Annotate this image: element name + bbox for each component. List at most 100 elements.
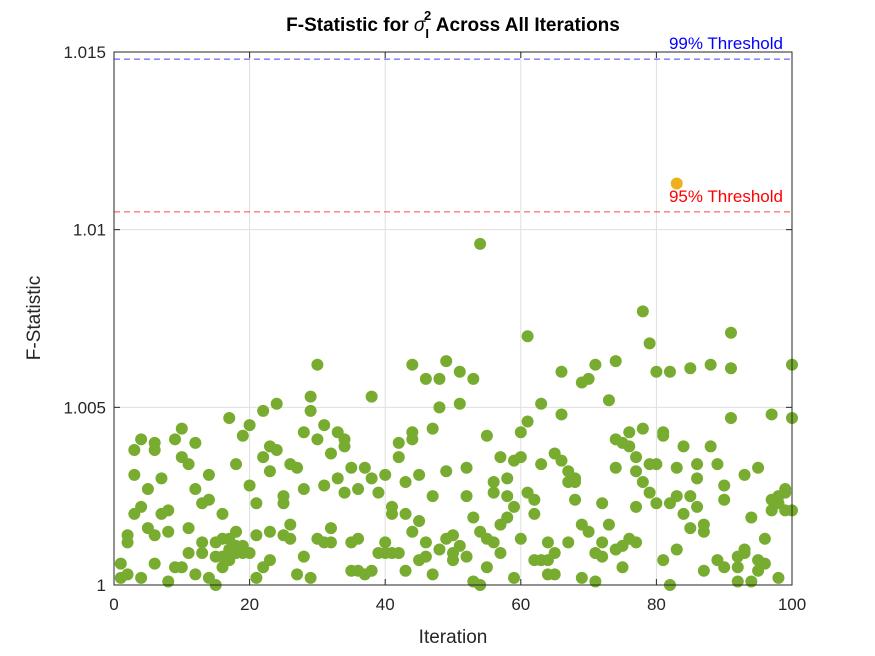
data-point xyxy=(196,547,209,560)
data-point xyxy=(501,472,514,485)
threshold-labels: 95% Threshold 99% Threshold xyxy=(669,34,783,206)
data-point xyxy=(480,429,493,442)
x-tick-label: 80 xyxy=(647,595,666,614)
data-point xyxy=(182,458,195,471)
data-point xyxy=(379,536,392,549)
data-point xyxy=(202,468,215,481)
data-point xyxy=(291,461,304,474)
data-point xyxy=(501,511,514,524)
data-point xyxy=(460,490,473,503)
data-point xyxy=(596,536,609,549)
plot-frame xyxy=(113,51,793,586)
data-point xyxy=(731,561,744,574)
data-points xyxy=(114,177,798,591)
y-tick-label: 1.01 xyxy=(73,221,106,240)
data-point xyxy=(589,358,602,371)
title-symbol: σ xyxy=(414,15,427,36)
data-point xyxy=(657,429,670,442)
data-point xyxy=(636,305,649,318)
data-point xyxy=(670,490,683,503)
data-point xyxy=(718,493,731,506)
data-point xyxy=(697,564,710,577)
data-point xyxy=(514,532,527,545)
x-axis-label: Iteration xyxy=(419,627,488,648)
data-point xyxy=(724,411,737,424)
data-point xyxy=(569,475,582,488)
data-point xyxy=(650,365,663,378)
data-point xyxy=(175,422,188,435)
data-point xyxy=(643,337,656,350)
data-point xyxy=(263,465,276,478)
data-point xyxy=(643,486,656,499)
data-point xyxy=(630,536,643,549)
data-point xyxy=(365,564,378,577)
data-point xyxy=(270,397,283,410)
data-point xyxy=(345,461,358,474)
data-point xyxy=(392,547,405,560)
data-point xyxy=(494,451,507,464)
data-point xyxy=(250,497,263,510)
data-point xyxy=(514,451,527,464)
data-point xyxy=(270,443,283,456)
data-point xyxy=(752,461,765,474)
data-point xyxy=(440,355,453,368)
data-point xyxy=(636,475,649,488)
data-point xyxy=(263,554,276,567)
data-point xyxy=(602,518,615,531)
data-point xyxy=(541,536,554,549)
data-point xyxy=(223,411,236,424)
data-point xyxy=(433,372,446,385)
data-point xyxy=(440,465,453,478)
data-point xyxy=(684,522,697,535)
data-point xyxy=(406,358,419,371)
data-point xyxy=(609,355,622,368)
title-prefix: F-Statistic for xyxy=(286,15,414,36)
data-point xyxy=(399,564,412,577)
data-point xyxy=(453,539,466,552)
data-point xyxy=(535,397,548,410)
data-point xyxy=(711,458,724,471)
data-point xyxy=(189,436,202,449)
data-point xyxy=(609,461,622,474)
data-point xyxy=(250,571,263,584)
data-point xyxy=(630,451,643,464)
data-point xyxy=(243,479,256,492)
y-axis-ticks: 1 1.005 1.01 1.015 xyxy=(63,43,792,595)
data-point xyxy=(114,557,127,570)
title-subscript: I xyxy=(425,26,429,41)
data-point xyxy=(508,571,521,584)
data-point xyxy=(331,472,344,485)
data-point xyxy=(765,408,778,421)
data-point xyxy=(650,458,663,471)
data-point xyxy=(731,575,744,588)
data-point xyxy=(724,326,737,339)
data-point xyxy=(582,372,595,385)
data-point xyxy=(413,468,426,481)
data-point xyxy=(392,436,405,449)
data-point xyxy=(569,493,582,506)
data-point xyxy=(548,568,561,581)
data-point xyxy=(670,177,683,190)
chart-title: F-Statistic for σI 2 Across All Iteration… xyxy=(286,8,620,41)
data-point xyxy=(684,362,697,375)
data-point xyxy=(365,472,378,485)
x-axis-ticks: 0 20 40 60 80 100 xyxy=(109,52,806,614)
data-point xyxy=(487,486,500,499)
data-point xyxy=(447,554,459,567)
data-point xyxy=(148,443,161,456)
data-point xyxy=(135,433,148,446)
data-point xyxy=(216,507,229,520)
data-point xyxy=(745,575,758,588)
data-point xyxy=(724,362,737,375)
data-point xyxy=(589,575,602,588)
threshold-label: 95% Threshold xyxy=(669,187,783,206)
data-point xyxy=(514,426,527,439)
data-point xyxy=(304,390,317,403)
data-point xyxy=(141,483,154,496)
data-point xyxy=(691,472,704,485)
data-point xyxy=(175,561,188,574)
data-point xyxy=(691,500,704,513)
data-point xyxy=(297,483,310,496)
data-point xyxy=(758,532,771,545)
data-point xyxy=(670,543,683,556)
